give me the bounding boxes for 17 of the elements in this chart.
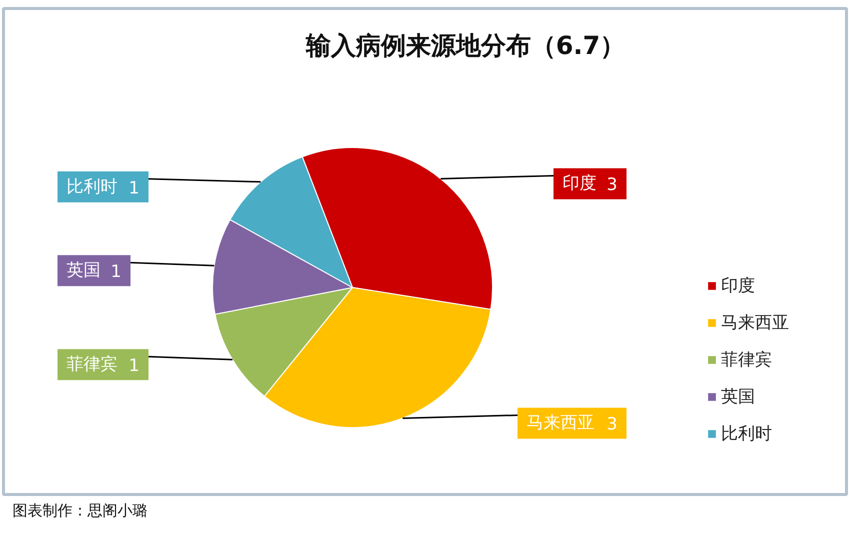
slice-label: 印度 (562, 174, 596, 194)
legend-label: 英国 (721, 386, 755, 408)
slice-label: 菲律宾 (66, 354, 118, 375)
legend-label: 菲律宾 (721, 349, 772, 371)
legend-label: 印度 (721, 275, 755, 297)
data-label: 3 (606, 175, 618, 196)
data-label: 1 (110, 262, 122, 282)
chart-title: 输入病例来源地分布（6.7） (304, 31, 626, 60)
slice-label: 马来西亚 (526, 413, 594, 434)
data-label: 1 (128, 178, 140, 198)
legend-label: 马来西亚 (721, 312, 789, 334)
slice-label: 比利时 (66, 176, 118, 197)
slice-label: 英国 (66, 260, 100, 281)
data-label: 3 (606, 414, 618, 435)
data-label: 1 (128, 356, 140, 376)
legend-label: 比利时 (721, 423, 772, 445)
text: 图表制作：思阁小璐 (12, 502, 148, 520)
